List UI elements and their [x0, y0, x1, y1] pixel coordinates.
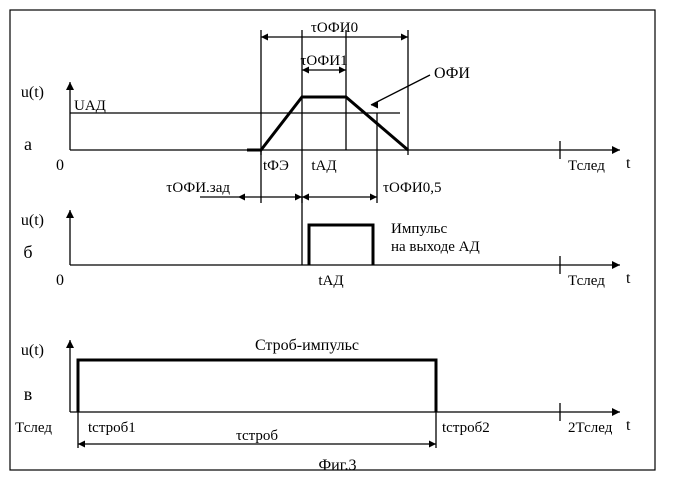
panelB-tad: tАД [318, 273, 343, 289]
panelA-origin: 0 [56, 157, 64, 174]
figure-label: Фиг.3 [319, 457, 357, 474]
panelA-letter: а [24, 134, 32, 154]
panelA-tauzad: τОФИ.зад [166, 180, 230, 196]
panelB-imp2: на выходе АД [391, 239, 480, 255]
panelC-xlabel: t [626, 417, 631, 434]
panelA-uad: UАД [74, 98, 106, 114]
panelA-ofi: ОФИ [434, 65, 470, 82]
panelA-tfe: tФЭ [263, 158, 289, 174]
panelA-tau05: τОФИ0,5 [383, 180, 441, 196]
timing-diagram: u(t) t 0 а UАД ОФИ τОФИ0 τОФИ1 tФЭ tАД Тслед τОФИ.з… [0, 0, 675, 500]
panelA-tsled: Тслед [568, 158, 605, 174]
panelB-tsled: Тслед [568, 273, 605, 289]
panelC-taustrob: τстроб [236, 428, 278, 444]
panelC-letter: в [24, 384, 33, 404]
panelC-tsled: Тслед [15, 420, 52, 436]
panelC-ylabel: u(t) [21, 342, 44, 359]
panelC-2tsled: 2Тслед [568, 420, 613, 436]
panelA-tau1: τОФИ1 [300, 53, 347, 69]
panelB-imp1: Импульс [391, 221, 448, 237]
panelA-tau0: τОФИ0 [311, 20, 358, 36]
panelB-ylabel: u(t) [21, 212, 44, 229]
frame [10, 10, 655, 470]
panelA-tad: tАД [311, 158, 336, 174]
panelB-letter: б [23, 242, 32, 262]
panelA-xlabel: t [626, 155, 631, 172]
panelC-strobe-label: Строб-импульс [255, 337, 359, 354]
panelB-origin: 0 [56, 272, 64, 289]
panelC-tstrob2: tстроб2 [442, 420, 490, 436]
panelA-ylabel: u(t) [21, 84, 44, 101]
panelC-tstrob1: tстроб1 [88, 420, 136, 436]
panelB-xlabel: t [626, 270, 631, 287]
